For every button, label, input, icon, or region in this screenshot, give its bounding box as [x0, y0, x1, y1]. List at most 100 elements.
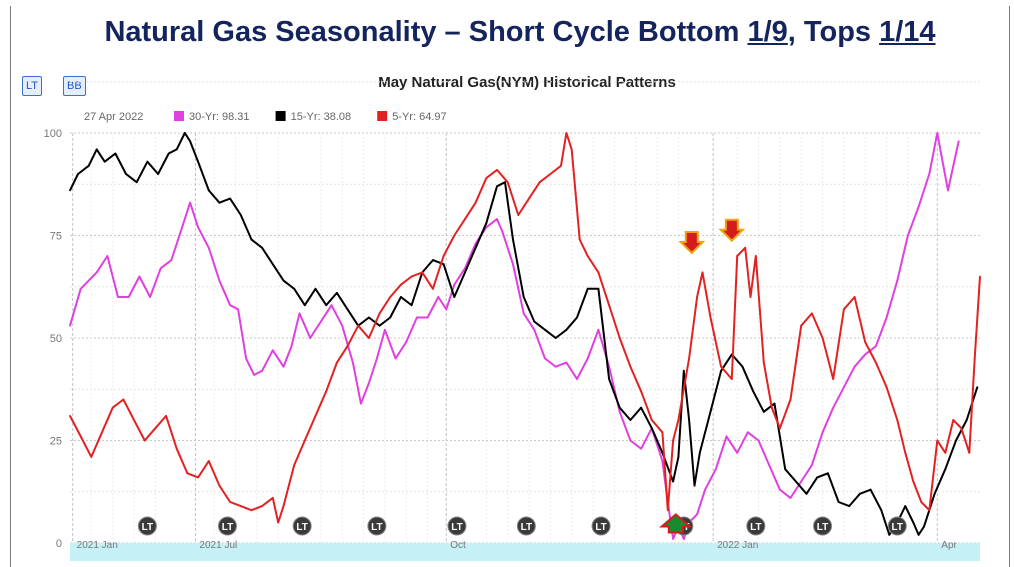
data-point-30-yr	[928, 173, 931, 175]
data-point-15-yr	[859, 492, 861, 495]
data-point-5-yr	[666, 509, 669, 512]
lt-marker	[746, 516, 766, 536]
data-point-15-yr	[640, 406, 642, 409]
data-point-15-yr	[293, 287, 296, 290]
data-point-15-yr	[709, 410, 712, 413]
data-point-15-yr	[389, 316, 392, 319]
data-point-5-yr	[517, 214, 520, 216]
x-tick-label: 2022 Jan	[717, 540, 758, 551]
data-point-5-yr	[506, 181, 509, 184]
data-point-30-yr	[464, 267, 466, 270]
data-point-5-yr	[800, 324, 803, 327]
data-point-30-yr	[875, 345, 877, 348]
data-point-15-yr	[378, 324, 381, 327]
data-point-5-yr	[432, 287, 434, 290]
data-point-15-yr	[682, 369, 685, 372]
data-point-5-yr	[154, 427, 157, 430]
data-point-30-yr	[704, 488, 707, 491]
data-point-5-yr	[762, 361, 765, 364]
bb-button[interactable]: BB	[63, 76, 86, 96]
data-point-30-yr	[341, 324, 344, 327]
data-point-30-yr	[907, 234, 909, 237]
data-point-5-yr	[496, 169, 498, 171]
lt-marker	[137, 516, 157, 536]
data-point-30-yr	[917, 205, 920, 208]
data-point-30-yr	[189, 201, 191, 204]
data-point-5-yr	[944, 451, 947, 454]
data-point-5-yr	[325, 390, 328, 393]
data-point-30-yr	[512, 263, 514, 266]
data-point-15-yr	[474, 246, 477, 249]
data-point-15-yr	[261, 246, 264, 249]
data-point-15-yr	[912, 521, 915, 524]
data-point-30-yr	[253, 374, 256, 376]
data-point-30-yr	[261, 369, 264, 372]
lt-marker-label: LT	[521, 522, 532, 533]
data-point-15-yr	[335, 292, 338, 294]
data-point-30-yr	[952, 164, 955, 167]
data-point-5-yr	[528, 197, 530, 200]
data-point-15-yr	[522, 296, 525, 298]
data-point-15-yr	[544, 328, 546, 331]
data-point-15-yr	[250, 238, 253, 241]
data-point-15-yr	[533, 320, 536, 323]
data-point-30-yr	[618, 410, 621, 413]
lt-button[interactable]: LT	[22, 76, 43, 96]
data-point-15-yr	[146, 160, 149, 163]
data-point-15-yr	[464, 271, 466, 274]
data-point-15-yr	[923, 525, 925, 528]
data-point-15-yr	[869, 488, 872, 491]
data-point-5-yr	[261, 505, 264, 507]
data-point-5-yr	[122, 398, 125, 401]
data-point-5-yr	[912, 480, 915, 483]
data-point-5-yr	[821, 337, 824, 339]
data-point-15-yr	[77, 173, 79, 175]
data-point-5-yr	[400, 283, 402, 286]
legend-date: 27 Apr 2022	[84, 111, 143, 123]
data-point-5-yr	[207, 460, 210, 462]
data-point-5-yr	[904, 451, 907, 454]
data-point-30-yr	[453, 283, 456, 286]
data-point-15-yr	[114, 152, 117, 155]
data-point-5-yr	[101, 431, 103, 434]
legend-swatch-30-yr	[174, 111, 184, 121]
data-point-30-yr	[106, 255, 109, 257]
data-point-30-yr	[367, 382, 370, 384]
data-point-15-yr	[650, 427, 653, 430]
data-point-15-yr	[410, 304, 413, 307]
x-tick-label: 2021 Jan	[77, 540, 118, 551]
frame-right-edge	[1009, 6, 1010, 567]
data-point-30-yr	[117, 296, 119, 298]
data-point-5-yr	[357, 324, 360, 327]
data-point-15-yr	[597, 287, 600, 290]
data-point-15-yr	[95, 148, 98, 151]
data-point-5-yr	[346, 345, 349, 348]
data-point-5-yr	[661, 431, 664, 434]
data-point-15-yr	[917, 533, 920, 536]
data-point-5-yr	[650, 419, 653, 421]
data-point-5-yr	[640, 390, 642, 393]
data-point-15-yr	[976, 386, 979, 389]
y-tick-label: 50	[50, 333, 62, 345]
data-point-15-yr	[496, 185, 498, 188]
data-point-15-yr	[282, 279, 285, 282]
data-point-30-yr	[375, 357, 378, 360]
lt-marker	[516, 516, 536, 536]
data-point-5-yr	[69, 415, 71, 417]
x-axis: 2021 Jan 2021 Jul Oct 2022 Jan Apr	[77, 540, 958, 551]
data-point-5-yr	[864, 341, 867, 343]
data-point-30-yr	[159, 267, 162, 270]
data-point-5-yr	[410, 275, 413, 278]
data-point-5-yr	[442, 255, 445, 257]
legend: 27 Apr 2022 30-Yr: 98.31 15-Yr: 38.08 5-Yr…	[84, 111, 447, 123]
data-point-30-yr	[496, 218, 498, 221]
lt-marker	[367, 516, 387, 536]
seasonality-chart: May Natural Gas(NYM) Historical Patterns…	[44, 74, 981, 561]
data-point-15-yr	[848, 505, 851, 507]
data-point-15-yr	[442, 263, 445, 266]
data-point-30-yr	[789, 497, 792, 499]
data-point-30-yr	[138, 275, 141, 278]
data-point-5-yr	[677, 419, 680, 421]
data-point-30-yr	[218, 279, 221, 282]
data-point-30-yr	[394, 357, 397, 360]
